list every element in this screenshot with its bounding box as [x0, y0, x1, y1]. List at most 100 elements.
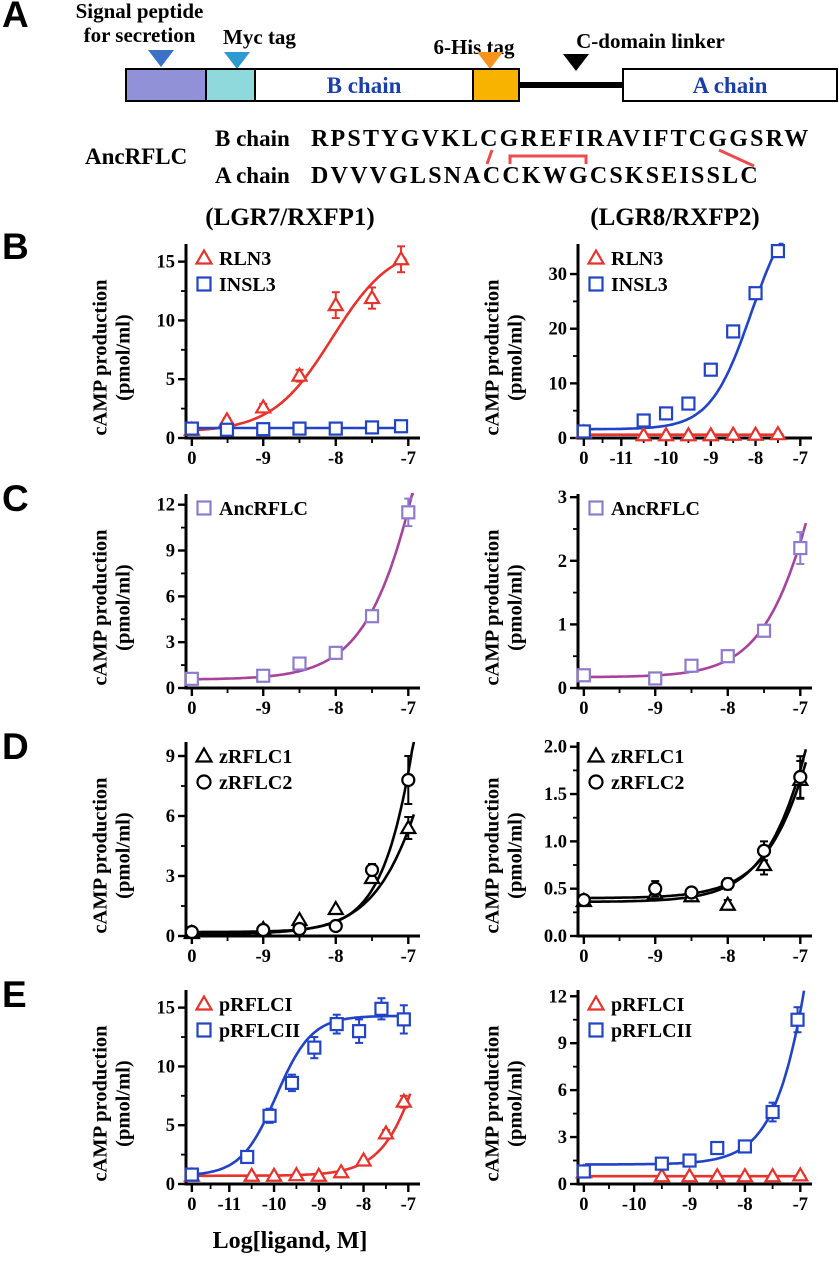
- y-axis-label-line1: cAMP production: [89, 777, 112, 935]
- his-tag-arrow-icon: [477, 52, 503, 69]
- series-curve-AncRFLC: [585, 522, 808, 679]
- y-axis-label-line1: cAMP production: [481, 279, 504, 437]
- series-points-INSL3: [184, 419, 409, 437]
- panel-label-d: D: [2, 726, 29, 767]
- svg-text:0: 0: [187, 699, 196, 719]
- y-axis-label-line1: cAMP production: [481, 777, 504, 935]
- y-axis-label: cAMP production (pmol/ml): [86, 982, 138, 1226]
- svg-text:30: 30: [549, 265, 568, 285]
- series-points-pRFLCI: [574, 1163, 810, 1183]
- svg-text:zRFLC2: zRFLC2: [219, 772, 292, 794]
- svg-text:-8: -8: [737, 1195, 752, 1215]
- axes: 0 -9 -8 -7 0 3 6 9 12: [157, 494, 420, 719]
- annotation-signal-peptide: Signal peptide for secretion: [52, 0, 227, 47]
- svg-text:9: 9: [166, 747, 175, 767]
- segment-his-tag: [472, 68, 520, 102]
- b-chain-sequence-row: B chain RPSTYGVKLCGREFIRAVIFTCGGSRW: [215, 126, 811, 153]
- svg-text:0: 0: [558, 679, 567, 699]
- dose-response-plot: 0 -9 -8 -7 0 5 10 15 RLN3 INSL3: [157, 244, 420, 469]
- segment-myc-tag: [205, 68, 256, 102]
- y-axis-label-line2: (pmol/ml): [112, 1060, 135, 1148]
- dose-response-plot: 0 -9 -8 -7 0 1 2 3 AncRFLC: [558, 488, 812, 719]
- svg-text:15: 15: [157, 999, 176, 1019]
- y-axis-label: cAMP production (pmol/ml): [478, 236, 530, 480]
- series-points-pRFLCII: [184, 997, 411, 1182]
- y-axis-label: cAMP production (pmol/ml): [478, 486, 530, 730]
- panel-label-a: A: [2, 0, 29, 35]
- column-header-lgr7: (LGR7/RXFP1): [205, 204, 375, 231]
- annotation-line: 6-His tag: [433, 35, 515, 59]
- series-points-AncRFLC: [576, 531, 808, 686]
- svg-text:6: 6: [166, 587, 175, 607]
- svg-text:-9: -9: [256, 699, 271, 719]
- svg-text:0: 0: [579, 699, 588, 719]
- y-axis-label-line1: cAMP production: [89, 279, 112, 437]
- svg-text:-8: -8: [720, 699, 735, 719]
- chart-e-lgr8: cAMP production (pmol/ml) 0 -10 -9 -8 -7 0 3 6 9 1…: [478, 982, 823, 1226]
- svg-text:20: 20: [549, 320, 568, 340]
- svg-text:0.0: 0.0: [544, 927, 567, 947]
- y-axis-label-line2: (pmol/ml): [112, 314, 135, 402]
- b-chain-sequence: RPSTYGVKLCGREFIRAVIFTCGGSRW: [311, 126, 811, 152]
- signal-peptide-arrow-icon: [148, 50, 174, 67]
- svg-text:-8: -8: [328, 947, 343, 967]
- svg-text:0: 0: [166, 679, 175, 699]
- series-curve-pRFLCI: [193, 1093, 412, 1178]
- svg-text:zRFLC2: zRFLC2: [611, 772, 684, 794]
- annotation-line: for secretion: [83, 22, 196, 47]
- y-axis-label-line2: (pmol/ml): [504, 564, 527, 652]
- segment-c-domain-linker: [520, 82, 622, 88]
- svg-text:pRFLCI: pRFLCI: [611, 994, 685, 1016]
- svg-text:-7: -7: [401, 947, 416, 967]
- linker-arrow-icon: [563, 54, 589, 71]
- a-chain-sequence: DVVVGLSNACCKWGCSKSEISSLC: [311, 163, 760, 189]
- svg-text:0.5: 0.5: [544, 880, 567, 900]
- svg-text:3: 3: [558, 1128, 567, 1148]
- legend: zRFLC1 zRFLC2: [194, 746, 292, 794]
- svg-text:AncRFLC: AncRFLC: [611, 498, 700, 520]
- dose-response-plot: 0 -11 -10 -9 -8 -7 0 10 20 30 RLN3 INSL3: [549, 242, 812, 469]
- chart-e-lgr7: cAMP production (pmol/ml) 0 -11 -10 -9 -8 -7 0 5…: [86, 982, 431, 1226]
- chart-c-lgr8: cAMP production (pmol/ml) 0 -9 -8 -7 0 1 2 3 AncR…: [478, 486, 823, 730]
- dose-response-plot: 0 -11 -10 -9 -8 -7 0 5 10 15 pRFLCI pRFLCII: [157, 990, 420, 1215]
- axes: 0 -9 -8 -7 0 5 10 15: [157, 244, 420, 469]
- axes: 0 -10 -9 -8 -7 0 3 6 9 12: [549, 987, 812, 1215]
- legend: RLN3 INSL3: [586, 248, 668, 296]
- series-curve-AncRFLC: [192, 492, 415, 681]
- y-axis-label-line1: cAMP production: [89, 1025, 112, 1183]
- y-axis-label: cAMP production (pmol/ml): [86, 236, 138, 480]
- svg-text:0: 0: [166, 1175, 175, 1195]
- svg-text:0: 0: [579, 947, 588, 967]
- svg-text:-8: -8: [720, 947, 735, 967]
- svg-text:0: 0: [579, 449, 588, 469]
- svg-text:-11: -11: [217, 1195, 241, 1215]
- series-points-pRFLCII: [576, 1006, 805, 1179]
- legend: AncRFLC: [196, 498, 308, 520]
- svg-text:3: 3: [166, 633, 175, 653]
- y-axis-label-line2: (pmol/ml): [112, 812, 135, 900]
- svg-text:INSL3: INSL3: [219, 274, 276, 296]
- series-points-pRFLCI: [182, 1092, 413, 1182]
- a-chain-sequence-row: A chain DVVVGLSNACCKWGCSKSEISSLC: [215, 163, 760, 190]
- y-axis-label-line1: cAMP production: [481, 1025, 504, 1183]
- svg-text:zRFLC1: zRFLC1: [611, 746, 684, 768]
- svg-text:1.5: 1.5: [544, 785, 567, 805]
- y-axis-label-line2: (pmol/ml): [504, 812, 527, 900]
- svg-text:-7: -7: [401, 699, 416, 719]
- svg-text:pRFLCII: pRFLCII: [611, 1020, 692, 1042]
- column-header-lgr8: (LGR8/RXFP2): [590, 204, 760, 231]
- chart-d-lgr8: cAMP production (pmol/ml) 0 -9 -8 -7 0.0 0.5 1.…: [478, 734, 823, 978]
- y-axis-label: cAMP production (pmol/ml): [86, 734, 138, 978]
- y-axis-label: cAMP production (pmol/ml): [478, 734, 530, 978]
- svg-text:10: 10: [549, 374, 568, 394]
- series-curve-pRFLCII: [585, 990, 806, 1166]
- svg-text:-7: -7: [793, 1195, 808, 1215]
- annotation-his-tag: 6-His tag: [420, 35, 528, 60]
- svg-text:0: 0: [579, 1195, 588, 1215]
- svg-text:-9: -9: [256, 947, 271, 967]
- svg-text:-8: -8: [328, 449, 343, 469]
- y-axis-label: cAMP production (pmol/ml): [86, 486, 138, 730]
- svg-text:0: 0: [558, 1175, 567, 1195]
- chart-d-lgr7: cAMP production (pmol/ml) 0 -9 -8 -7 0 3 6 9 zRFL…: [86, 734, 431, 978]
- panel-a-construct-diagram: A Signal peptide for secretion Myc tag 6…: [0, 0, 839, 215]
